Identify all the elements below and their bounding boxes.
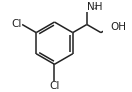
Text: Cl: Cl: [49, 81, 60, 91]
Text: OH: OH: [111, 22, 127, 32]
Text: NH: NH: [87, 2, 102, 12]
Text: Cl: Cl: [11, 20, 22, 29]
Text: $_2$: $_2$: [93, 3, 98, 12]
